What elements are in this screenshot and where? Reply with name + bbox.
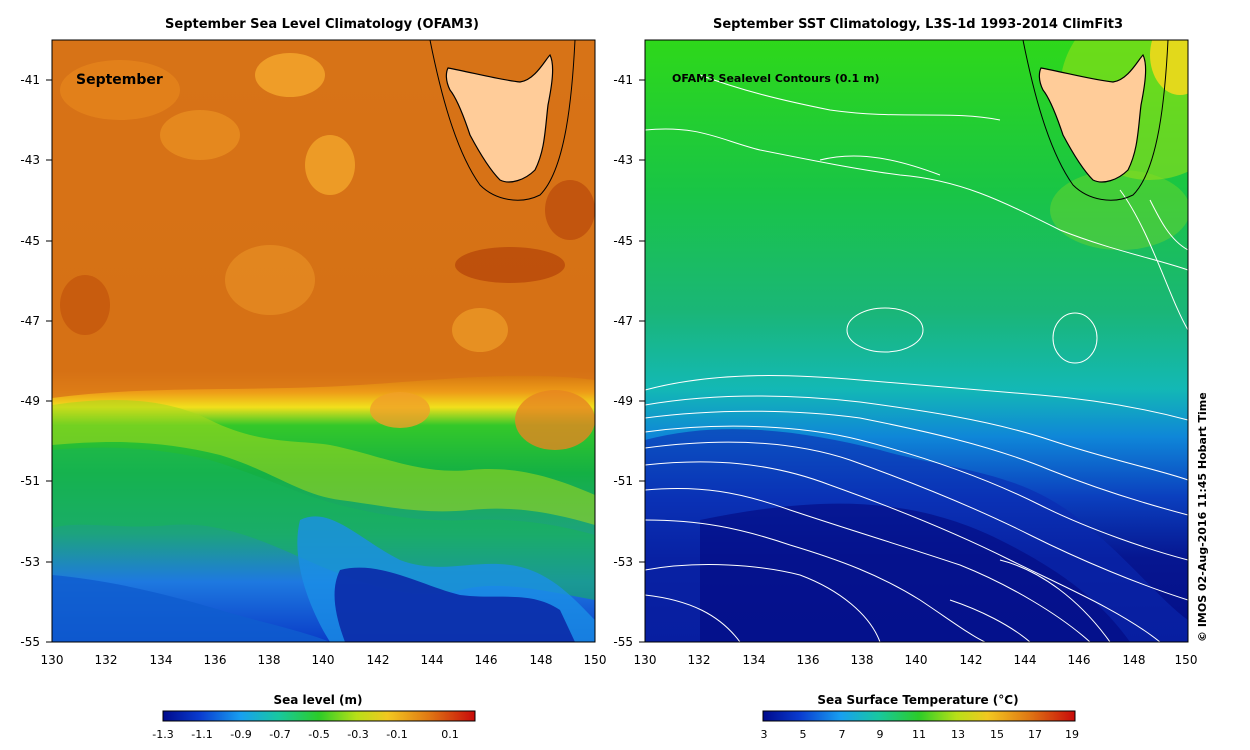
sea-level-map (52, 40, 595, 642)
colorbar-tick-label: -1.3 (152, 728, 173, 741)
x-tick-label: 144 (1014, 653, 1037, 667)
y-tick-label: -51 (613, 474, 633, 488)
x-tick-label: 132 (688, 653, 711, 667)
x-tick-label: 142 (367, 653, 390, 667)
colorbar-tick-label: -0.9 (230, 728, 251, 741)
colorbar-tick-label: -0.7 (269, 728, 290, 741)
left-y-axis: -41 -43 -45 -47 -49 -51 -53 -55 (20, 73, 40, 649)
right-y-axis: -41 -43 -45 -47 -49 -51 -53 -55 (613, 73, 633, 649)
x-tick-label: 146 (1068, 653, 1091, 667)
sea-level-colorbar-ticks: -1.3 -1.1 -0.9 -0.7 -0.5 -0.3 -0.1 0.1 (152, 728, 458, 741)
x-tick-label: 140 (905, 653, 928, 667)
sea-level-colorbar (162, 710, 476, 722)
x-tick-label: 130 (41, 653, 64, 667)
x-tick-label: 138 (851, 653, 874, 667)
y-tick-label: -51 (20, 474, 40, 488)
colorbar-tick-label: 19 (1065, 728, 1079, 741)
y-tick-label: -47 (20, 314, 40, 328)
x-tick-label: 138 (258, 653, 281, 667)
colorbar-tick-label: -1.1 (191, 728, 212, 741)
x-tick-label: 134 (150, 653, 173, 667)
y-tick-label: -49 (20, 394, 40, 408)
sea-level-colorbar-title: Sea level (m) (273, 693, 362, 707)
left-panel-title: September Sea Level Climatology (OFAM3) (165, 17, 479, 32)
colorbar-tick-label: -0.1 (386, 728, 407, 741)
y-tick-label: -43 (613, 153, 633, 167)
colorbar-tick-label: 5 (800, 728, 807, 741)
right-panel-title: September SST Climatology, L3S-1d 1993-2… (713, 17, 1123, 32)
x-tick-label: 134 (743, 653, 766, 667)
colorbar-tick-label: -0.5 (308, 728, 329, 741)
sst-colorbar-title: Sea Surface Temperature (°C) (817, 693, 1018, 707)
y-tick-label: -49 (613, 394, 633, 408)
colorbar-tick-label: 9 (877, 728, 884, 741)
colorbar-tick-label: 15 (990, 728, 1004, 741)
colorbar-tick-label: -0.3 (347, 728, 368, 741)
left-x-axis: 130 132 134 136 138 140 142 144 146 148 … (41, 653, 607, 667)
tasmania-landmass (1038, 53, 1147, 183)
y-tick-label: -45 (20, 234, 40, 248)
colorbar-tick-label: 7 (839, 728, 846, 741)
y-tick-label: -47 (613, 314, 633, 328)
x-tick-label: 136 (797, 653, 820, 667)
colorbar-tick-label: 11 (912, 728, 926, 741)
month-label: September (76, 72, 163, 88)
y-tick-label: -41 (20, 73, 40, 87)
x-tick-label: 132 (95, 653, 118, 667)
contour-label: OFAM3 Sealevel Contours (0.1 m) (672, 72, 880, 85)
x-tick-label: 142 (960, 653, 983, 667)
x-tick-label: 130 (634, 653, 657, 667)
x-tick-label: 144 (421, 653, 444, 667)
y-tick-label: -55 (20, 635, 40, 649)
y-tick-label: -43 (20, 153, 40, 167)
right-x-axis: 130 132 134 136 138 140 142 144 146 148 … (634, 653, 1198, 667)
right-map-frame (644, 39, 1189, 643)
colorbar-tick-label: 17 (1028, 728, 1042, 741)
x-tick-label: 146 (475, 653, 498, 667)
y-tick-label: -41 (613, 73, 633, 87)
x-tick-label: 148 (1123, 653, 1146, 667)
y-tick-label: -55 (613, 635, 633, 649)
sst-colorbar-ticks: 3 5 7 9 11 13 15 17 19 (761, 728, 1080, 741)
colorbar-tick-label: 3 (761, 728, 768, 741)
sst-map (645, 40, 1188, 642)
sst-colorbar (762, 710, 1076, 722)
x-tick-label: 148 (530, 653, 553, 667)
imos-credit: © IMOS 02-Aug-2016 11:45 Hobart Time (1196, 392, 1209, 642)
x-tick-label: 136 (204, 653, 227, 667)
sealevel-contours (645, 74, 1188, 642)
y-tick-label: -53 (20, 555, 40, 569)
y-tick-label: -53 (613, 555, 633, 569)
colorbar-tick-label: 0.1 (441, 728, 459, 741)
y-tick-label: -45 (613, 234, 633, 248)
x-tick-label: 150 (1175, 653, 1198, 667)
x-tick-label: 150 (584, 653, 607, 667)
x-tick-label: 140 (312, 653, 335, 667)
tasmania-landmass (445, 53, 554, 183)
left-map-frame (51, 39, 596, 643)
colorbar-tick-label: 13 (951, 728, 965, 741)
